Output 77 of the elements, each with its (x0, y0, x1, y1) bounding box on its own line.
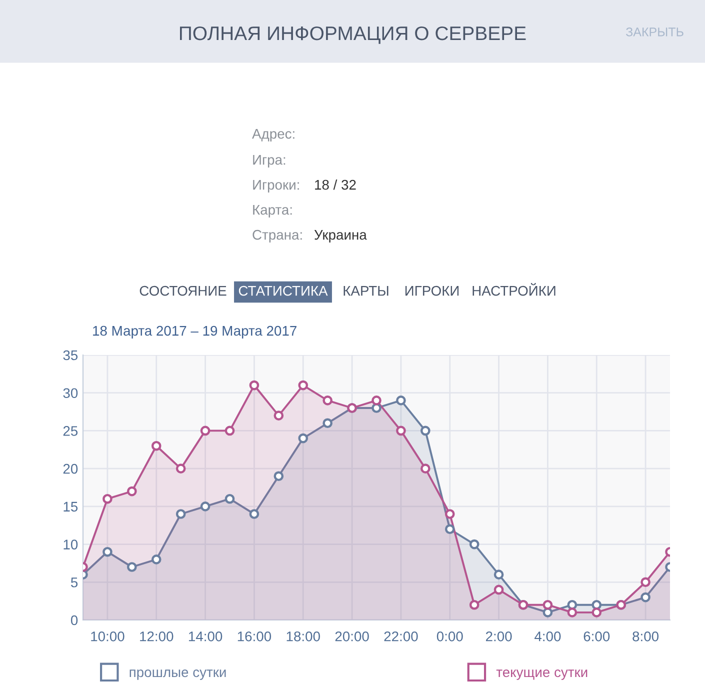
legend-label: прошлые сутки (130, 670, 226, 680)
point (249, 509, 260, 519)
point (176, 464, 186, 474)
x-tick-label: 22:00 (384, 631, 418, 642)
point (224, 494, 235, 504)
point (469, 539, 480, 550)
point (127, 562, 137, 572)
y-tick-label: 25 (63, 426, 78, 436)
point (592, 608, 602, 618)
y-tick-label: 35 (63, 350, 78, 360)
x-tick-label: 12:00 (140, 631, 174, 642)
text: КАРТЫ (344, 286, 388, 296)
x-tick-label: 4:00 (534, 631, 561, 642)
point (396, 396, 406, 406)
point (151, 554, 162, 564)
chart-subtitle: 18 Марта 2017 – 19 Марта 2017 (93, 326, 296, 338)
point (444, 509, 455, 519)
point (444, 524, 455, 534)
point (274, 471, 284, 482)
point (494, 584, 504, 595)
text: Игра: (253, 155, 286, 168)
text: СОСТОЯНИЕ (140, 286, 226, 296)
y-tick-label: 30 (63, 388, 78, 398)
text: ЗАКРЫТЬ (626, 28, 684, 36)
point (542, 600, 553, 610)
point (372, 403, 382, 413)
text: Украина (314, 230, 367, 242)
point (102, 494, 112, 504)
point (200, 426, 210, 436)
point (274, 410, 284, 420)
point (298, 380, 308, 390)
point (102, 546, 112, 557)
text: Адрес: (252, 129, 294, 142)
legend-label: текущие сутки (496, 670, 588, 680)
x-tick-label: 0:00 (436, 631, 463, 642)
text: СТАТИСТИКА (238, 286, 328, 296)
y-tick-label: 20 (63, 464, 78, 474)
point (322, 418, 332, 428)
point (420, 464, 430, 474)
point (224, 426, 235, 436)
x-tick-label: 20:00 (335, 631, 369, 642)
point (151, 440, 162, 451)
text: ИГРОКИ (405, 286, 459, 296)
x-tick-label: 16:00 (238, 631, 272, 642)
point (396, 426, 406, 436)
point (567, 608, 578, 618)
point (542, 608, 553, 618)
x-tick-label: 10:00 (91, 631, 124, 642)
text: 18 / 32 (315, 180, 356, 190)
y-tick-label: 0 (70, 615, 78, 626)
x-tick-label: 2:00 (486, 631, 512, 642)
point (420, 426, 430, 436)
point (322, 396, 332, 406)
text: Карта: (253, 205, 292, 218)
point (640, 577, 650, 588)
point (469, 600, 480, 610)
chart-title: ПОЛНАЯ ИНФОРМАЦИЯ О СЕРВЕРЕ (180, 26, 526, 44)
point (494, 570, 504, 580)
point (372, 396, 382, 406)
y-tick-label: 15 (64, 502, 78, 512)
point (127, 486, 137, 496)
text: Страна: (252, 230, 302, 242)
x-tick-label: 14:00 (188, 631, 222, 642)
point (200, 502, 210, 512)
y-tick-label: 5 (70, 578, 78, 588)
x-tick-label: 6:00 (584, 631, 610, 642)
text: НАСТРОЙКИ (472, 283, 556, 296)
point (249, 380, 260, 390)
text: Игроки: (253, 180, 299, 192)
x-tick-label: 8:00 (632, 631, 659, 642)
x-tick-label: 18:00 (286, 631, 320, 642)
point (298, 433, 308, 444)
y-tick-label: 10 (64, 540, 78, 550)
point (592, 600, 602, 610)
point (176, 509, 186, 519)
point (640, 592, 650, 602)
point (567, 600, 578, 610)
